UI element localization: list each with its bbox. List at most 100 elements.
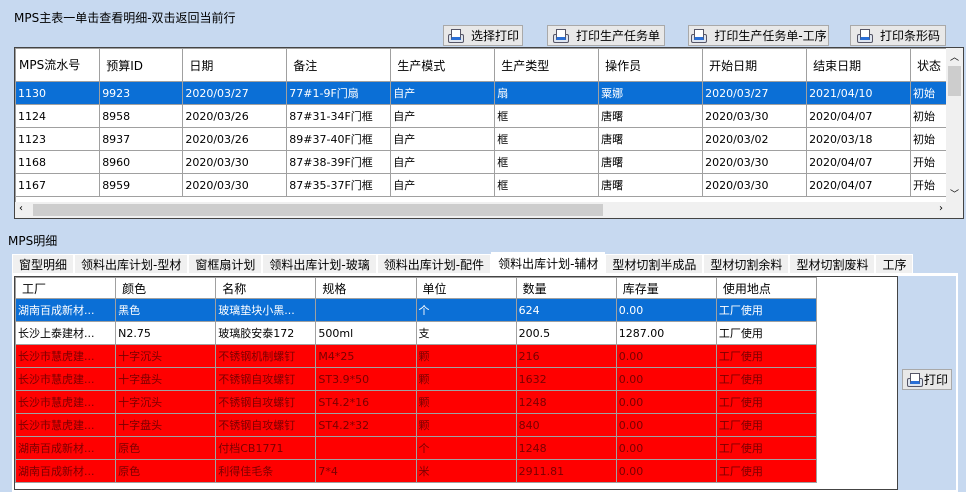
tab-6[interactable]: 型材切割半成品 xyxy=(605,254,704,273)
tab-1[interactable]: 领料出库计划-型材 xyxy=(74,254,189,273)
column-header[interactable]: 预算ID xyxy=(99,48,184,82)
mps-detail-title: MPS明细 xyxy=(8,234,58,248)
table-row[interactable]: 长沙上泰建材... N2.75 玻璃胶安泰172 500ml 支 200.5 1287.00… xyxy=(15,321,818,345)
table-cell: 自产 xyxy=(390,104,496,128)
detail-grid[interactable]: 工厂 颜色 名称 规格 单位 数量 库存量 使用地点 湖南百成新材... 黑色 玻璃垫块小黑... 个… xyxy=(14,276,898,490)
column-header[interactable]: 操作员 xyxy=(598,48,704,82)
tab-5[interactable]: 领料出库计划-辅材 xyxy=(491,252,606,273)
table-cell: 2911.81 xyxy=(515,459,617,483)
table-cell: 粟娜 xyxy=(598,81,704,105)
table-cell: 1248 xyxy=(515,436,617,460)
print-button-1[interactable]: 打印生产任务单 xyxy=(547,25,665,46)
table-cell: 工厂使用 xyxy=(715,390,818,414)
table-row[interactable]: 湖南百成新材... 原色 付档CB1771 个 1248 0.00 工厂使用 xyxy=(15,436,818,460)
table-cell: 840 xyxy=(515,413,617,437)
printer-icon xyxy=(552,29,569,43)
table-cell: 8960 xyxy=(99,150,184,174)
table-cell: 87#38-39F门框 xyxy=(286,150,392,174)
table-cell: 框 xyxy=(494,127,600,151)
table-cell: 唐曙 xyxy=(598,127,704,151)
column-header[interactable]: 使用地点 xyxy=(715,277,818,299)
table-row[interactable]: 湖南百成新材... 原色 利得佳毛条 7*4 米 2911.81 0.00 工厂使用 xyxy=(15,459,818,483)
table-cell: 支 xyxy=(415,321,517,345)
table-cell: 2020/04/07 xyxy=(806,150,912,174)
horizontal-scrollbar[interactable]: ‹ › xyxy=(15,202,963,218)
table-row[interactable]: 1167 8959 2020/03/30 87#35-37F门框 自产框唐曙 2020/0… xyxy=(15,173,963,197)
table-cell: 颗 xyxy=(415,367,517,391)
table-cell: 原色 xyxy=(115,436,217,460)
table-cell: 付档CB1771 xyxy=(215,436,317,460)
tab-4[interactable]: 领料出库计划-配件 xyxy=(376,254,492,273)
table-cell: 1167 xyxy=(15,173,101,197)
column-header[interactable]: 颜色 xyxy=(115,277,217,299)
table-row[interactable]: 长沙市慧虎建... 十字沉头 不锈钢自攻螺钉 ST4.2*16 颗 1248 0.00 工厂使… xyxy=(15,390,818,414)
table-cell: 2020/03/30 xyxy=(182,173,288,197)
column-header[interactable]: 库存量 xyxy=(615,277,717,299)
table-cell: 2020/04/07 xyxy=(806,104,912,128)
table-cell: 扇 xyxy=(494,81,600,105)
table-cell: 2021/04/10 xyxy=(806,81,912,105)
table-cell: 8958 xyxy=(99,104,184,128)
column-header[interactable]: 数量 xyxy=(515,277,617,299)
column-header[interactable]: 工厂 xyxy=(15,277,117,299)
table-cell: 颗 xyxy=(415,344,517,368)
table-cell: 2020/03/27 xyxy=(702,81,808,105)
print-button[interactable]: 打印 xyxy=(902,369,952,390)
column-header[interactable]: 生产类型 xyxy=(494,48,600,82)
table-cell: 1124 xyxy=(15,104,101,128)
table-cell: 框 xyxy=(494,104,600,128)
tab-7[interactable]: 型材切割余料 xyxy=(703,254,790,273)
table-cell: 不锈钢自攻螺钉 xyxy=(215,413,317,437)
print-button-2[interactable]: 打印生产任务单-工序 xyxy=(688,25,829,46)
table-cell: 2020/03/18 xyxy=(806,127,912,151)
tab-2[interactable]: 窗框扇计划 xyxy=(188,254,263,273)
print-button-0[interactable]: 选择打印 xyxy=(443,25,523,46)
column-header[interactable]: 生产模式 xyxy=(390,48,496,82)
tab-8[interactable]: 型材切割废料 xyxy=(789,254,876,273)
table-cell: 自产 xyxy=(390,81,496,105)
column-header[interactable]: 单位 xyxy=(415,277,517,299)
table-cell: 玻璃胶安泰172 xyxy=(215,321,317,345)
table-cell: 唐曙 xyxy=(598,173,704,197)
table-cell xyxy=(315,436,417,460)
table-row[interactable]: 长沙市慧虎建... 十字盘头 不锈钢自攻螺钉 ST3.9*50 颗 1632 0.00 工厂使… xyxy=(15,367,818,391)
table-cell: 长沙市慧虎建... xyxy=(15,344,117,368)
column-header[interactable]: 名称 xyxy=(215,277,317,299)
table-row[interactable]: 1130 9923 2020/03/27 77#1-9F门扇 自产扇粟娜 2020/03/… xyxy=(15,81,963,105)
column-header[interactable]: 日期 xyxy=(182,48,288,82)
mps-master-grid[interactable]: MPS流水号 预算ID 日期 备注 生产模式 生产类型 操作员 开始日期 结束日期 状态 1130 9… xyxy=(14,47,964,219)
vertical-scrollbar[interactable]: ︿ ﹀ xyxy=(946,48,963,202)
table-cell: N2.75 xyxy=(115,321,217,345)
table-cell: 2020/03/30 xyxy=(702,150,808,174)
column-header[interactable]: 结束日期 xyxy=(806,48,912,82)
column-header[interactable]: MPS流水号 xyxy=(15,48,101,82)
table-cell: 工厂使用 xyxy=(715,344,818,368)
table-cell: 十字盘头 xyxy=(115,413,217,437)
column-header[interactable]: 规格 xyxy=(315,277,417,299)
column-header[interactable]: 开始日期 xyxy=(702,48,808,82)
table-cell: 2020/04/07 xyxy=(806,173,912,197)
table-row[interactable]: 1124 8958 2020/03/26 87#31-34F门框 自产框唐曙 2020/0… xyxy=(15,104,963,128)
table-cell: 工厂使用 xyxy=(715,413,818,437)
table-row[interactable]: 长沙市慧虎建... 十字沉头 不锈钢机制螺钉 M4*25 颗 216 0.00 工厂使用 xyxy=(15,344,818,368)
table-cell: 自产 xyxy=(390,127,496,151)
table-row[interactable]: 1168 8960 2020/03/30 87#38-39F门框 自产框唐曙 2020/0… xyxy=(15,150,963,174)
table-cell: 唐曙 xyxy=(598,104,704,128)
table-cell: 0.00 xyxy=(615,390,717,414)
table-cell: 2020/03/27 xyxy=(182,81,288,105)
table-cell: 原色 xyxy=(115,459,217,483)
table-cell: 米 xyxy=(415,459,517,483)
table-cell: 624 xyxy=(515,298,617,322)
tab-9[interactable]: 工序 xyxy=(875,254,914,273)
table-cell: 0.00 xyxy=(615,344,717,368)
table-row[interactable]: 长沙市慧虎建... 十字盘头 不锈钢自攻螺钉 ST4.2*32 颗 840 0.00 工厂使用 xyxy=(15,413,818,437)
tab-0[interactable]: 窗型明细 xyxy=(12,254,75,273)
table-cell: 87#31-34F门框 xyxy=(286,104,392,128)
table-cell: 8937 xyxy=(99,127,184,151)
table-row[interactable]: 1123 8937 2020/03/26 89#37-40F门框 自产框唐曙 2020/0… xyxy=(15,127,963,151)
table-cell: 框 xyxy=(494,150,600,174)
table-row[interactable]: 湖南百成新材... 黑色 玻璃垫块小黑... 个 624 0.00 工厂使用 xyxy=(15,298,818,322)
tab-3[interactable]: 领料出库计划-玻璃 xyxy=(262,254,377,273)
print-button-3[interactable]: 打印条形码 xyxy=(850,25,946,46)
column-header[interactable]: 备注 xyxy=(286,48,392,82)
